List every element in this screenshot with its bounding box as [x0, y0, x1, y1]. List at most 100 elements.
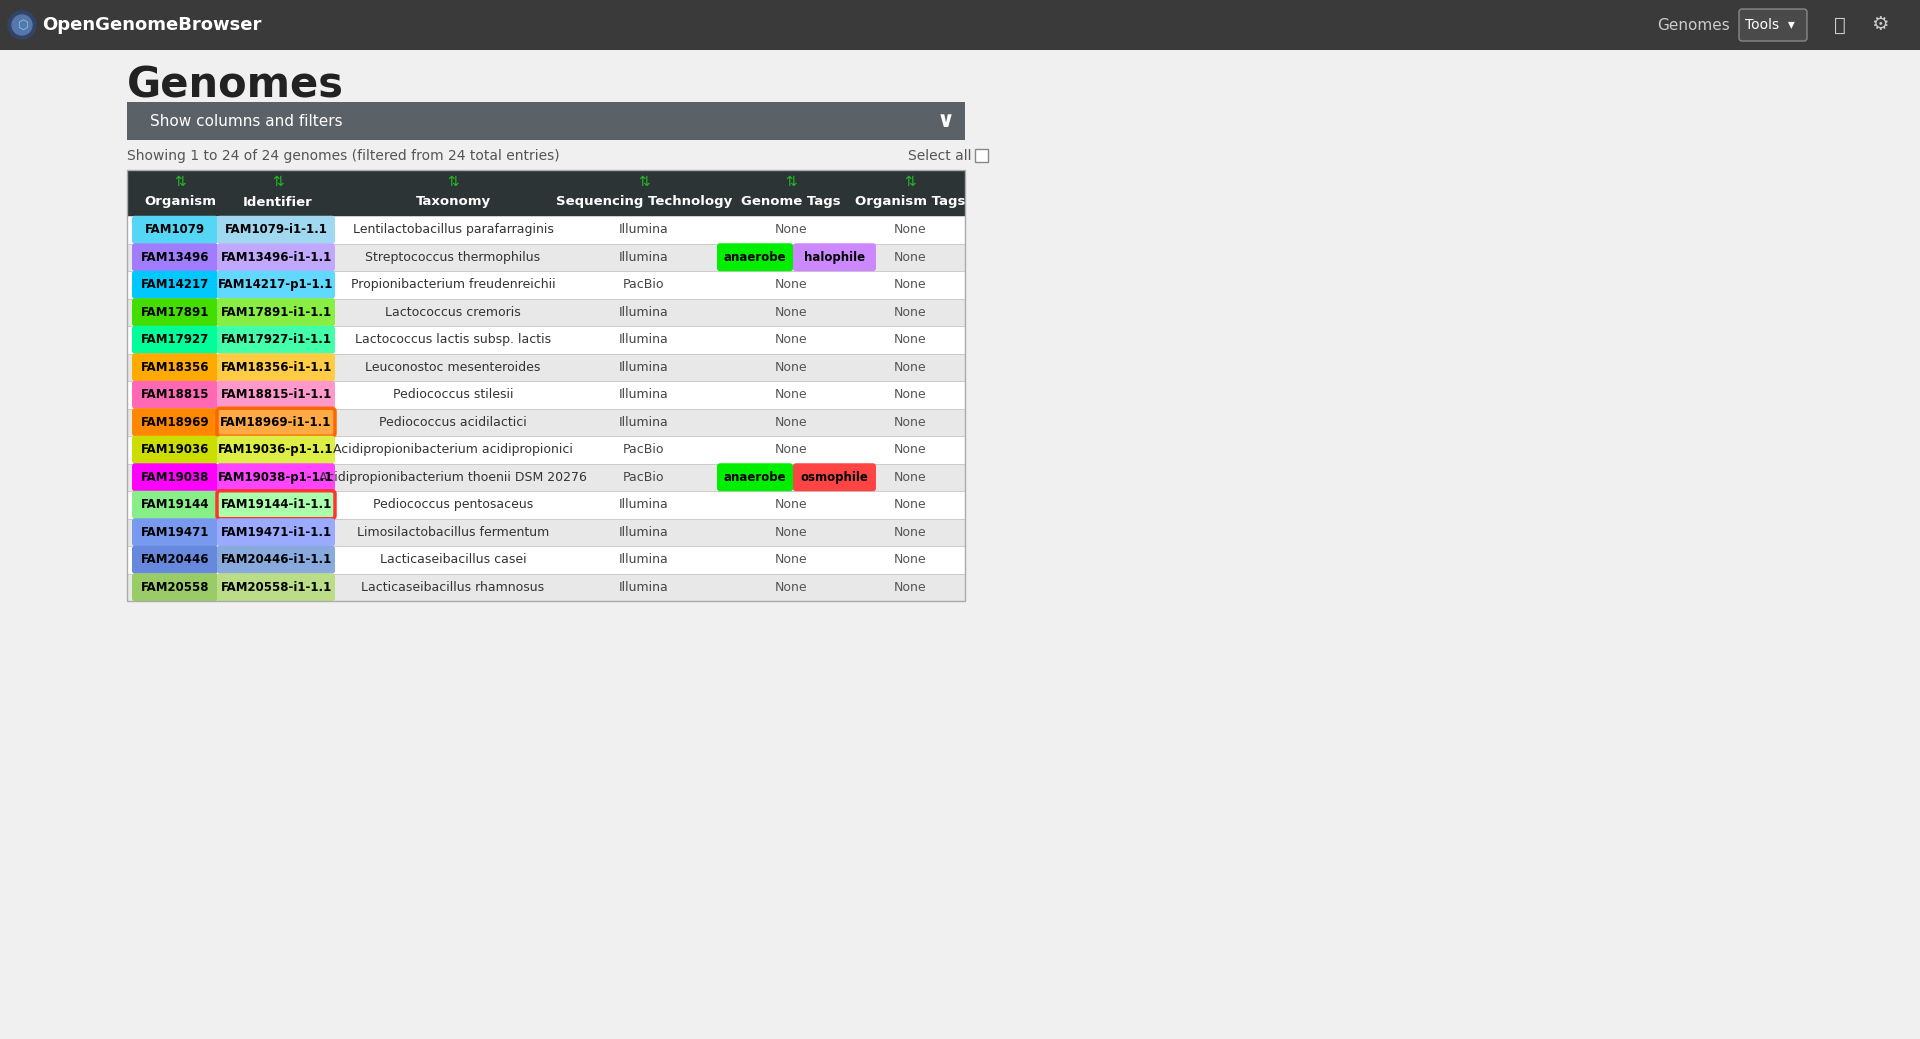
FancyBboxPatch shape	[127, 436, 966, 463]
Text: Illumina: Illumina	[618, 361, 668, 374]
Text: FAM20446: FAM20446	[140, 553, 209, 566]
Text: None: None	[893, 471, 925, 484]
Text: FAM17891-i1-1.1: FAM17891-i1-1.1	[221, 305, 332, 319]
Text: None: None	[893, 361, 925, 374]
FancyBboxPatch shape	[132, 298, 219, 326]
Text: ⇅: ⇅	[175, 175, 186, 189]
Text: FAM17927: FAM17927	[140, 334, 209, 346]
Text: FAM20558-i1-1.1: FAM20558-i1-1.1	[221, 581, 332, 593]
Text: Pediococcus stilesii: Pediococcus stilesii	[394, 389, 513, 401]
Text: None: None	[774, 334, 806, 346]
Text: None: None	[893, 278, 925, 291]
FancyBboxPatch shape	[793, 243, 876, 271]
FancyBboxPatch shape	[0, 0, 1920, 50]
Text: None: None	[893, 526, 925, 539]
Text: FAM19038-p1-1.1: FAM19038-p1-1.1	[219, 471, 334, 484]
Text: Organism: Organism	[144, 195, 215, 209]
Text: ⇅: ⇅	[785, 175, 797, 189]
Text: Illumina: Illumina	[618, 499, 668, 511]
Text: None: None	[774, 416, 806, 429]
Text: Lacticaseibacillus casei: Lacticaseibacillus casei	[380, 553, 526, 566]
FancyBboxPatch shape	[217, 463, 334, 491]
FancyBboxPatch shape	[127, 408, 966, 436]
FancyBboxPatch shape	[132, 326, 219, 353]
Text: Illumina: Illumina	[618, 581, 668, 593]
Text: FAM19471-i1-1.1: FAM19471-i1-1.1	[221, 526, 332, 539]
Text: ⇅: ⇅	[904, 175, 916, 189]
FancyBboxPatch shape	[132, 518, 219, 547]
Text: FAM18969-i1-1.1: FAM18969-i1-1.1	[221, 416, 332, 429]
FancyBboxPatch shape	[127, 381, 966, 408]
Text: Illumina: Illumina	[618, 334, 668, 346]
Text: FAM1079-i1-1.1: FAM1079-i1-1.1	[225, 223, 328, 236]
Text: None: None	[893, 499, 925, 511]
Text: Showing 1 to 24 of 24 genomes (filtered from 24 total entries): Showing 1 to 24 of 24 genomes (filtered …	[127, 149, 559, 163]
Text: None: None	[893, 334, 925, 346]
Text: Illumina: Illumina	[618, 223, 668, 236]
Text: Organism Tags: Organism Tags	[854, 195, 966, 209]
Text: FAM13496: FAM13496	[140, 250, 209, 264]
FancyBboxPatch shape	[716, 463, 793, 491]
Text: FAM19036-p1-1.1: FAM19036-p1-1.1	[219, 444, 334, 456]
Text: None: None	[774, 581, 806, 593]
FancyBboxPatch shape	[132, 216, 219, 244]
Text: FAM18815: FAM18815	[140, 389, 209, 401]
Text: None: None	[893, 553, 925, 566]
Text: FAM18356: FAM18356	[140, 361, 209, 374]
Text: Illumina: Illumina	[618, 389, 668, 401]
FancyBboxPatch shape	[132, 435, 219, 463]
Text: Lactococcus lactis subsp. lactis: Lactococcus lactis subsp. lactis	[355, 334, 551, 346]
Text: None: None	[893, 581, 925, 593]
Text: ∨: ∨	[937, 111, 954, 131]
FancyBboxPatch shape	[217, 298, 334, 326]
Text: Acidipropionibacterium acidipropionici: Acidipropionibacterium acidipropionici	[332, 444, 572, 456]
Text: ⬡: ⬡	[17, 19, 27, 31]
Text: ⚙: ⚙	[1872, 16, 1889, 34]
Text: FAM18356-i1-1.1: FAM18356-i1-1.1	[221, 361, 332, 374]
Text: Genome Tags: Genome Tags	[741, 195, 841, 209]
FancyBboxPatch shape	[217, 380, 334, 408]
Text: None: None	[774, 278, 806, 291]
Text: 👤: 👤	[1834, 16, 1845, 34]
Text: halophile: halophile	[804, 250, 866, 264]
FancyBboxPatch shape	[217, 216, 334, 244]
FancyBboxPatch shape	[217, 326, 334, 353]
FancyBboxPatch shape	[132, 408, 219, 436]
Text: None: None	[774, 526, 806, 539]
Text: None: None	[774, 305, 806, 319]
Text: FAM17891: FAM17891	[140, 305, 209, 319]
Text: PacBio: PacBio	[624, 444, 664, 456]
Text: PacBio: PacBio	[624, 471, 664, 484]
Text: FAM1079: FAM1079	[144, 223, 205, 236]
FancyBboxPatch shape	[132, 574, 219, 602]
Text: anaerobe: anaerobe	[724, 250, 787, 264]
Text: FAM18969: FAM18969	[140, 416, 209, 429]
FancyBboxPatch shape	[975, 149, 989, 162]
Text: FAM19471: FAM19471	[140, 526, 209, 539]
Text: FAM17927-i1-1.1: FAM17927-i1-1.1	[221, 334, 332, 346]
Text: Identifier: Identifier	[244, 195, 313, 209]
Text: Show columns and filters: Show columns and filters	[150, 113, 342, 129]
FancyBboxPatch shape	[1740, 9, 1807, 41]
FancyBboxPatch shape	[132, 490, 219, 518]
FancyBboxPatch shape	[127, 102, 966, 140]
Text: FAM19038: FAM19038	[140, 471, 209, 484]
Text: None: None	[774, 444, 806, 456]
Text: Lentilactobacillus parafarraginis: Lentilactobacillus parafarraginis	[353, 223, 553, 236]
FancyBboxPatch shape	[132, 271, 219, 299]
Text: None: None	[774, 361, 806, 374]
Text: Illumina: Illumina	[618, 526, 668, 539]
FancyBboxPatch shape	[127, 353, 966, 381]
FancyBboxPatch shape	[716, 243, 793, 271]
FancyBboxPatch shape	[132, 243, 219, 271]
FancyBboxPatch shape	[132, 353, 219, 381]
FancyBboxPatch shape	[127, 574, 966, 601]
Text: anaerobe: anaerobe	[724, 471, 787, 484]
Text: None: None	[893, 416, 925, 429]
Text: FAM20558: FAM20558	[140, 581, 209, 593]
Text: FAM19144-i1-1.1: FAM19144-i1-1.1	[221, 499, 332, 511]
FancyBboxPatch shape	[127, 271, 966, 298]
Text: None: None	[893, 389, 925, 401]
Text: None: None	[774, 553, 806, 566]
Text: Pediococcus pentosaceus: Pediococcus pentosaceus	[372, 499, 534, 511]
